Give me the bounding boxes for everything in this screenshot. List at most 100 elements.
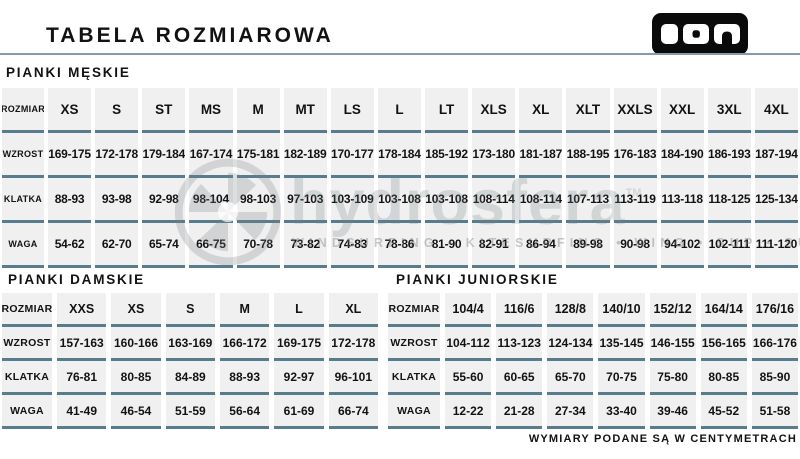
data-cell: 70-75 xyxy=(598,361,645,395)
size-header-cell: MS xyxy=(189,88,233,133)
row-label-cell: WZROST xyxy=(2,327,52,361)
data-cell: 65-74 xyxy=(142,223,186,268)
data-cell: 103-108 xyxy=(425,178,469,223)
data-cell: 146-155 xyxy=(649,327,696,361)
data-cell: 169-175 xyxy=(48,133,92,178)
data-cell: 89-98 xyxy=(566,223,610,268)
data-cell: 60-65 xyxy=(496,361,543,395)
junior-size-table: ROZMIAR 104/4 116/6 128/8 140/10 152/12 164/14… xyxy=(388,293,798,429)
data-cell: 27-34 xyxy=(547,395,594,429)
size-header-cell: M xyxy=(236,88,280,133)
data-cell: 78-86 xyxy=(377,223,421,268)
row-label-cell: KLATKA xyxy=(2,361,52,395)
women-size-table: ROZMIAR XXS XS S M L XL WZROST 157-163 160-166 163… xyxy=(2,293,378,429)
data-cell: 56-64 xyxy=(219,395,270,429)
data-cell: 51-58 xyxy=(751,395,798,429)
data-cell: 96-101 xyxy=(328,361,378,395)
size-header-cell: ST xyxy=(142,88,186,133)
data-cell: 103-109 xyxy=(330,178,374,223)
row-label-cell: KLATKA xyxy=(388,361,440,395)
data-cell: 181-187 xyxy=(519,133,563,178)
data-cell: 33-40 xyxy=(598,395,645,429)
size-header-cell: M xyxy=(219,293,270,327)
data-cell: 45-52 xyxy=(700,395,747,429)
data-cell: 88-93 xyxy=(48,178,92,223)
row-label-cell: WAGA xyxy=(2,223,44,268)
row-label-cell: WAGA xyxy=(388,395,440,429)
data-cell: 156-165 xyxy=(700,327,747,361)
row-label-cell: WZROST xyxy=(388,327,440,361)
data-cell: 166-172 xyxy=(219,327,270,361)
data-cell: 173-180 xyxy=(472,133,516,178)
data-cell: 175-181 xyxy=(236,133,280,178)
size-header-cell: XXL xyxy=(660,88,704,133)
data-cell: 82-91 xyxy=(472,223,516,268)
data-cell: 70-78 xyxy=(236,223,280,268)
data-cell: 102-111 xyxy=(707,223,751,268)
size-header-cell: XS xyxy=(48,88,92,133)
size-header-cell: XXS xyxy=(57,293,107,327)
size-header-cell: XL xyxy=(328,293,378,327)
size-header-cell: LT xyxy=(425,88,469,133)
data-cell: 80-85 xyxy=(111,361,161,395)
size-header-cell: XS xyxy=(111,293,161,327)
data-cell: 75-80 xyxy=(649,361,696,395)
data-cell: 46-54 xyxy=(111,395,161,429)
data-cell: 80-85 xyxy=(700,361,747,395)
data-cell: 55-60 xyxy=(445,361,492,395)
data-cell: 113-119 xyxy=(613,178,657,223)
data-cell: 125-134 xyxy=(754,178,798,223)
data-cell: 163-169 xyxy=(165,327,215,361)
data-cell: 113-118 xyxy=(660,178,704,223)
data-cell: 113-123 xyxy=(496,327,543,361)
data-cell: 94-102 xyxy=(660,223,704,268)
data-cell: 160-166 xyxy=(111,327,161,361)
data-cell: 92-97 xyxy=(274,361,324,395)
section-label-women: PIANKI DAMSKIE xyxy=(8,272,145,287)
data-cell: 111-120 xyxy=(754,223,798,268)
size-header-cell: S xyxy=(95,88,139,133)
data-cell: 65-70 xyxy=(547,361,594,395)
data-cell: 184-190 xyxy=(660,133,704,178)
size-header-cell: S xyxy=(165,293,215,327)
data-cell: 51-59 xyxy=(165,395,215,429)
data-cell: 92-98 xyxy=(142,178,186,223)
size-header-cell: XLT xyxy=(566,88,610,133)
size-header-cell: 152/12 xyxy=(649,293,696,327)
data-cell: 104-112 xyxy=(445,327,492,361)
ion-logo xyxy=(652,13,748,55)
data-cell: 157-163 xyxy=(57,327,107,361)
data-cell: 90-98 xyxy=(613,223,657,268)
size-header-cell: 104/4 xyxy=(445,293,492,327)
size-header-cell: XLS xyxy=(472,88,516,133)
section-label-men: PIANKI MĘSKIE xyxy=(6,65,131,80)
data-cell: 12-22 xyxy=(445,395,492,429)
row-label-cell: ROZMIAR xyxy=(2,293,52,327)
data-cell: 41-49 xyxy=(57,395,107,429)
size-header-cell: XXLS xyxy=(613,88,657,133)
data-cell: 107-113 xyxy=(566,178,610,223)
data-cell: 62-70 xyxy=(95,223,139,268)
size-header-cell: 128/8 xyxy=(547,293,594,327)
size-header-cell: 3XL xyxy=(707,88,751,133)
row-label-cell: WZROST xyxy=(2,133,44,178)
data-cell: 103-108 xyxy=(377,178,421,223)
size-header-cell: 4XL xyxy=(754,88,798,133)
size-header-cell: MT xyxy=(283,88,327,133)
size-header-cell: XL xyxy=(519,88,563,133)
data-cell: 108-114 xyxy=(519,178,563,223)
data-cell: 188-195 xyxy=(566,133,610,178)
data-cell: 76-81 xyxy=(57,361,107,395)
data-cell: 169-175 xyxy=(274,327,324,361)
data-cell: 172-178 xyxy=(328,327,378,361)
size-header-cell: 164/14 xyxy=(700,293,747,327)
size-header-cell: LS xyxy=(330,88,374,133)
row-label-cell: KLATKA xyxy=(2,178,44,223)
data-cell: 187-194 xyxy=(754,133,798,178)
data-cell: 73-82 xyxy=(283,223,327,268)
data-cell: 108-114 xyxy=(472,178,516,223)
data-cell: 97-103 xyxy=(283,178,327,223)
header-divider xyxy=(0,53,800,55)
data-cell: 84-89 xyxy=(165,361,215,395)
data-cell: 85-90 xyxy=(751,361,798,395)
